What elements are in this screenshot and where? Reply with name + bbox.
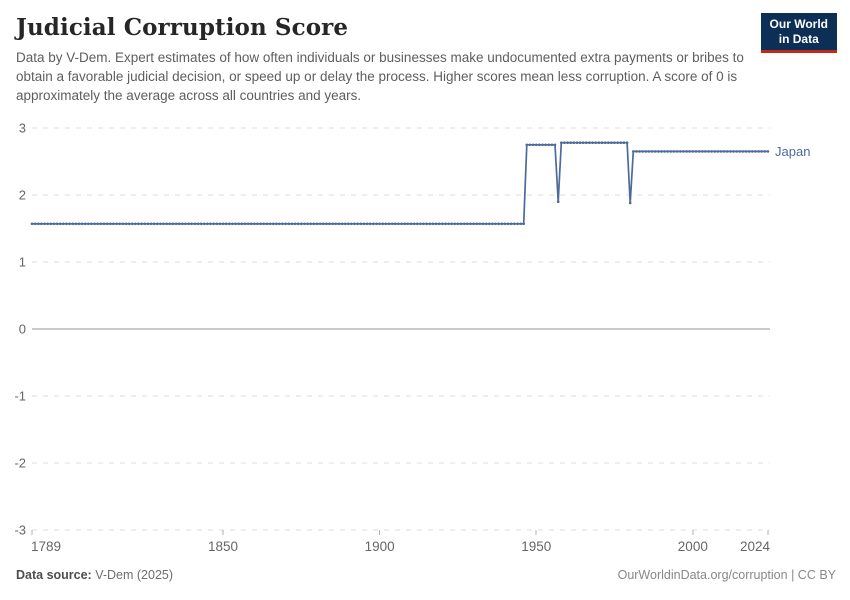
owid-logo-line1: Our World: [769, 17, 828, 31]
entity-label-japan[interactable]: Japan: [775, 144, 810, 159]
chart-subtitle: Data by V-Dem. Expert estimates of how o…: [16, 50, 744, 104]
y-axis-tick-label: 2: [19, 188, 26, 203]
license-label: CC BY: [797, 568, 836, 582]
x-axis-tick-label: 1950: [521, 539, 551, 554]
data-source-value: V-Dem (2025): [95, 568, 174, 582]
y-axis-tick-label: -3: [14, 523, 26, 538]
footer-separator: |: [791, 568, 795, 582]
x-axis-tick-label: 1850: [208, 539, 238, 554]
y-axis-tick-label: 0: [19, 322, 26, 337]
x-axis-tick-label: 1789: [31, 539, 61, 554]
series-line-japan[interactable]: [32, 141, 768, 225]
chart-footer: Data source: V-Dem (2025) OurWorldinData…: [16, 568, 836, 582]
owid-logo[interactable]: Our World in Data: [760, 13, 837, 53]
y-axis-tick-label: 3: [19, 121, 26, 136]
series-point-markers: [30, 141, 770, 226]
owid-logo-line2: in Data: [778, 32, 819, 46]
x-axis-tick-label: 2000: [678, 539, 708, 554]
chart-header: Judicial Corruption Score Data by V-Dem.…: [16, 14, 761, 105]
origin-and-license: OurWorldinData.org/corruption | CC BY: [618, 568, 836, 582]
chart-title: Judicial Corruption Score: [16, 14, 349, 41]
x-axis-tick-label: 1900: [365, 539, 395, 554]
y-axis-tick-label: 1: [19, 255, 26, 270]
x-axis-tick-label: 2024: [740, 539, 771, 554]
origin-url-link[interactable]: OurWorldinData.org/corruption: [617, 568, 788, 582]
y-axis-tick-label: -1: [14, 389, 26, 404]
data-source-note: Data source: V-Dem (2025): [16, 568, 173, 582]
y-axis-tick-label: -2: [14, 456, 26, 471]
data-source-label: Data source:: [16, 568, 92, 582]
